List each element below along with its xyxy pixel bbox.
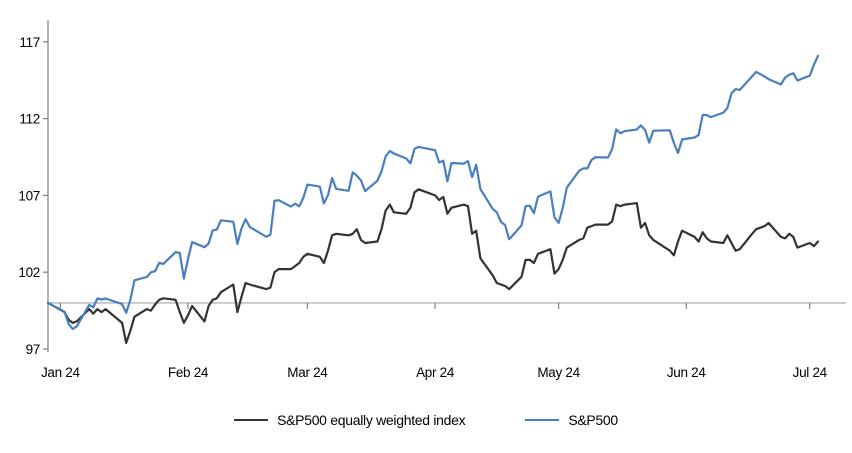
y-tick-label: 97: [26, 342, 40, 357]
x-tick-label: Mar 24: [287, 365, 328, 380]
legend-label-sp500: S&P500: [568, 412, 618, 428]
y-tick-label: 112: [19, 112, 40, 127]
series-line-equal-weighted: [46, 188, 820, 344]
legend-line-swatch-sp500: [525, 418, 560, 422]
x-tick-label: Feb 24: [168, 365, 209, 380]
legend-label-equal-weighted: S&P500 equally weighted index: [277, 412, 466, 428]
chart-plot-area: 97 102 107 112 117 Jan 24 Feb 24 Mar 24 Apr 24 Ma…: [18, 20, 846, 380]
legend-item-equal-weighted: S&P500 equally weighted index: [234, 412, 466, 428]
y-tick-label: 107: [18, 188, 40, 203]
legend-line-swatch-equal-weighted: [234, 418, 269, 422]
x-tick-label: Jan 24: [41, 365, 81, 380]
x-tick-label: Apr 24: [416, 365, 455, 380]
x-tick-label: Jun 24: [667, 365, 707, 380]
series-line-sp500: [46, 54, 820, 331]
x-tick-label: May 24: [537, 365, 580, 380]
legend-item-sp500: S&P500: [525, 412, 618, 428]
x-tick-label: Jul 24: [793, 365, 828, 380]
chart-legend: S&P500 equally weighted index S&P500: [0, 412, 852, 428]
y-tick-label: 117: [19, 35, 40, 50]
y-tick-label: 102: [18, 265, 40, 280]
